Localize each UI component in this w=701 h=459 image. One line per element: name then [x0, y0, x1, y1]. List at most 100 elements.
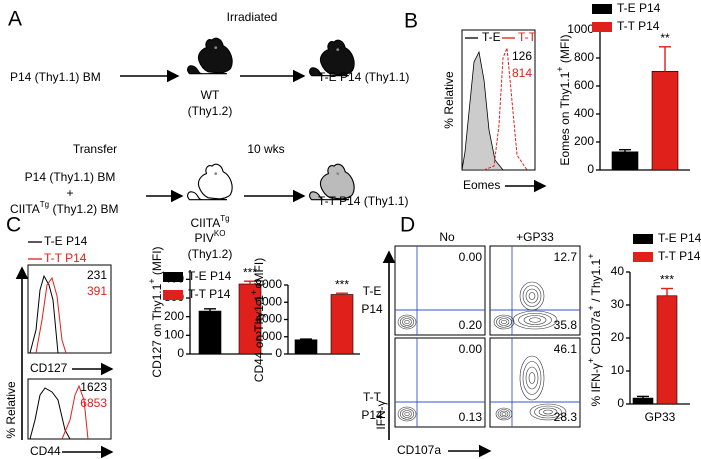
mfi-value: 126	[512, 49, 532, 63]
panel-c-histogram: T-E P14 T-T P14 231 391 CD127 1623 6853 …	[4, 234, 114, 459]
quadrant-value: 35.8	[554, 318, 578, 332]
contour	[399, 316, 415, 328]
bar	[198, 310, 222, 355]
label-part: Eomes on Thy1.1	[558, 71, 572, 165]
quadrant-value: 12.7	[554, 250, 578, 264]
contour	[522, 361, 542, 395]
label: P14 (Thy1.1) BM	[25, 170, 116, 184]
y-tick-label: 400	[574, 106, 594, 120]
legend-label: T-T P14	[658, 249, 701, 263]
y-tick-label: 200	[574, 134, 594, 148]
label: 10 wks	[247, 142, 284, 156]
plot-frame	[489, 337, 581, 428]
axis-label: Eomes	[463, 178, 500, 192]
contour	[519, 281, 545, 311]
histogram	[483, 47, 528, 171]
label: PIVKO	[195, 229, 226, 245]
plot-frame	[489, 245, 581, 336]
label: WT	[201, 88, 220, 102]
column-label: No	[439, 230, 455, 244]
legend-swatch	[163, 272, 183, 282]
panel-label: C	[6, 214, 21, 237]
legend-swatch	[633, 252, 653, 262]
superscript: KO	[214, 229, 226, 238]
plot-frame	[394, 245, 486, 336]
contour	[402, 318, 412, 326]
label: CIITA	[10, 202, 40, 216]
mfi-value: 391	[87, 284, 107, 298]
contour	[518, 312, 552, 328]
y-axis-label: CD127 on Thy1.1+ (MFI)	[147, 246, 164, 377]
contour	[495, 407, 513, 421]
panel-label: A	[8, 8, 22, 31]
histogram	[29, 387, 71, 440]
y-axis-label: CD44 on Thy1.1+ (MFI)	[249, 258, 266, 382]
legend-swatch	[163, 290, 183, 300]
axis-label: CD107a	[397, 443, 441, 457]
legend-swatch	[592, 4, 612, 14]
legend-label: T-T P14	[188, 287, 231, 301]
contour	[399, 408, 415, 420]
x-tick-label: GP33	[645, 410, 676, 424]
contour	[528, 292, 536, 300]
label: Irradiated	[227, 10, 278, 24]
label: CIITA	[190, 216, 220, 230]
y-tick-label: 40	[611, 264, 625, 278]
legend-label: T-T P14	[617, 19, 660, 33]
quadrant-value: 0.00	[459, 250, 483, 264]
y-tick-label: 600	[574, 78, 594, 92]
label: CIITATg	[190, 214, 229, 230]
contour	[529, 317, 541, 323]
contour	[498, 318, 510, 326]
y-axis-label: % IFN-γ+ CD107a+ / Thy1.1+	[586, 254, 603, 407]
label-part: / Thy1.1	[589, 258, 603, 305]
label-part: CD44 on Thy1.1	[252, 295, 266, 382]
histogram	[61, 384, 89, 440]
contour	[501, 319, 507, 325]
panel-label: B	[404, 10, 418, 33]
contour	[525, 288, 539, 304]
superscript: +	[586, 305, 596, 310]
label: CIITATg (Thy1.2) BM	[10, 200, 118, 216]
label: (Thy1.2) BM	[49, 202, 118, 216]
axis-label: CD127	[30, 361, 68, 375]
contour	[525, 366, 539, 390]
quadrant-value: 0.20	[459, 318, 483, 332]
superscript: +	[147, 278, 157, 283]
contour	[404, 411, 410, 417]
quadrant-value: 0.00	[459, 342, 483, 356]
histogram	[29, 274, 59, 354]
label: +	[66, 186, 73, 200]
panel-label: D	[400, 214, 415, 237]
panel-a: Irradiated P14 (Thy1.1) BM WT (Thy1.2) T…	[10, 10, 409, 261]
contour	[404, 319, 410, 325]
legend-label: T-E	[482, 30, 501, 44]
label: (Thy1.2)	[188, 247, 233, 261]
bar	[330, 294, 354, 355]
y-tick-label: 4000	[255, 312, 282, 326]
plot-frame	[394, 337, 486, 428]
contour	[522, 285, 542, 307]
legend-label: T-E P14	[658, 231, 701, 245]
y-tick-label: 10	[611, 363, 625, 377]
label-part: CD107a	[589, 310, 603, 358]
y-tick-label: 0	[617, 396, 624, 410]
bar	[632, 397, 654, 405]
plot-frame	[27, 264, 112, 354]
row-label: T-T	[363, 390, 382, 404]
label-part: (MFI)	[558, 34, 572, 66]
axis-label: CD44	[30, 444, 61, 458]
column-label: +GP33	[516, 230, 554, 244]
bar	[294, 339, 318, 355]
mfi-value: 231	[87, 268, 107, 282]
contour	[397, 406, 417, 422]
contour	[493, 314, 515, 330]
contour	[528, 372, 536, 384]
contour	[534, 405, 562, 419]
row-label: T-E	[363, 284, 382, 298]
superscript: +	[586, 358, 596, 363]
y-tick-label: 100	[164, 328, 184, 342]
contour	[529, 403, 567, 421]
